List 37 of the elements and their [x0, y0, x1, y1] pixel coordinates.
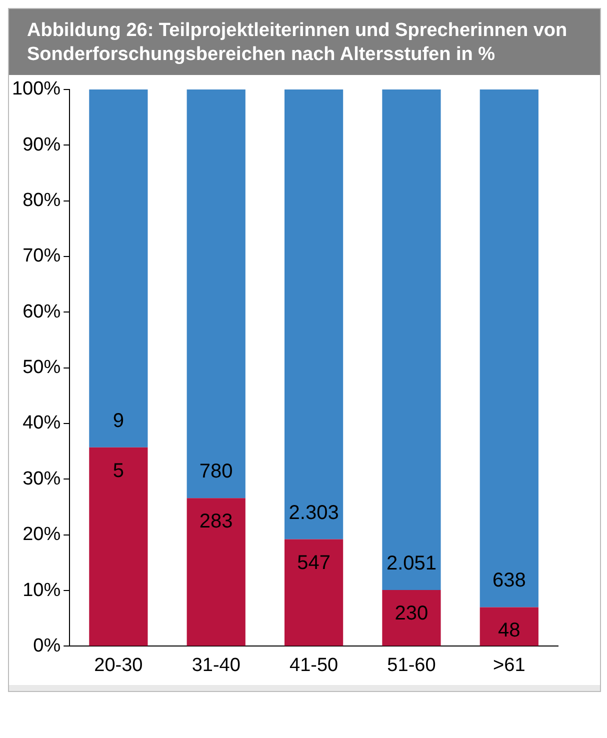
bar [89, 447, 148, 646]
x-tick-label: 31-40 [192, 654, 240, 676]
y-tick-label: 70% [22, 246, 61, 267]
bar [186, 89, 246, 498]
x-tick-label: >61 [493, 654, 526, 676]
y-tick-label: 100% [12, 78, 61, 100]
bar [284, 89, 344, 540]
x-tick-label: 20-30 [94, 654, 143, 676]
x-tick-label: 51-60 [387, 654, 436, 676]
y-tick-label: 50% [22, 357, 61, 378]
chart-title: Abbildung 26: Teilprojektleiterinnen und Sprecherinnen von Sonderforschungsbereichen nach Altersstufen in % [9, 9, 600, 75]
y-tick-label: 90% [22, 134, 61, 156]
y-tick-label: 30% [22, 468, 61, 490]
annotation: 2.051 [386, 552, 437, 574]
annotation: 230 [394, 602, 428, 624]
annotation: 9 [112, 410, 124, 432]
bar [480, 89, 538, 608]
bar [382, 89, 441, 590]
y-tick-label: 10% [22, 580, 61, 601]
annotation: 2.303 [288, 502, 339, 524]
bar [89, 89, 148, 448]
bar [382, 590, 441, 646]
y-tick-label: 40% [22, 412, 61, 434]
annotation: 638 [492, 570, 526, 592]
x-tick-label: 41-50 [289, 654, 338, 676]
annotation: 283 [199, 510, 233, 533]
y-tick-label: 0% [33, 635, 61, 656]
y-tick-label: 60% [22, 301, 61, 322]
y-tick-label: 20% [22, 524, 61, 546]
annotation: 48 [498, 620, 520, 642]
y-tick-label: 80% [22, 190, 61, 211]
bar [284, 539, 344, 646]
bar [186, 498, 246, 646]
annotation: 780 [199, 460, 233, 483]
annotation: 5 [112, 460, 124, 482]
annotation: 547 [297, 552, 330, 574]
bar [480, 607, 538, 646]
